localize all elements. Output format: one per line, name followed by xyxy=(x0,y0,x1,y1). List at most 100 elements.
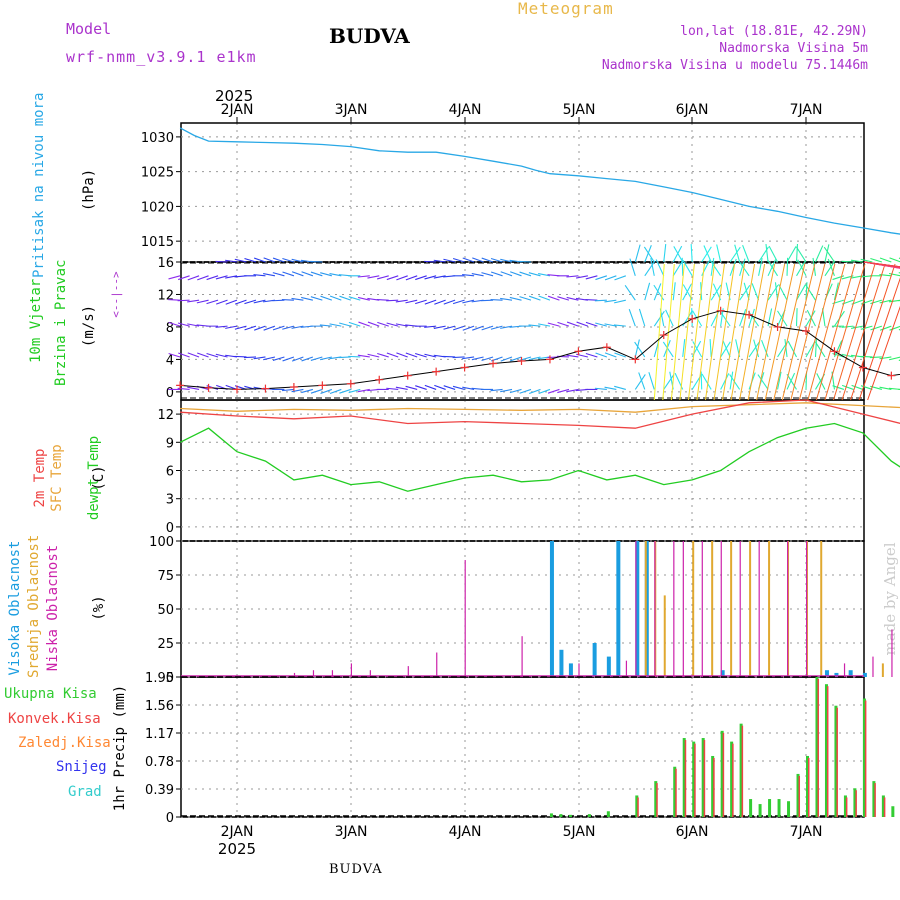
wind-arrow xyxy=(357,275,370,278)
sfc-temp-line xyxy=(180,402,900,413)
precip-total-bar xyxy=(824,684,828,817)
wind-arrow xyxy=(655,259,665,277)
wind-fan-line xyxy=(739,263,766,401)
wind-arrow xyxy=(538,273,551,277)
wind-arrow xyxy=(519,388,532,394)
wind-fan-line xyxy=(773,263,806,401)
wind-arrow xyxy=(538,295,551,301)
meteogram-label: Meteogram xyxy=(518,0,614,18)
wind-arrow xyxy=(291,271,304,277)
wind-arrow xyxy=(595,322,607,327)
wind-arrow xyxy=(358,321,370,327)
wind-arrow xyxy=(638,372,646,390)
cloud-bar xyxy=(606,656,611,677)
wind-arrow xyxy=(253,257,266,263)
wind-arrow xyxy=(197,275,209,281)
wind-fan-line xyxy=(841,263,886,401)
wind-arrow xyxy=(729,371,734,390)
bottom-year-label: 2025 xyxy=(218,840,256,858)
precip-total-bar xyxy=(654,781,658,817)
wind-arrow xyxy=(729,258,737,276)
wind-arrow xyxy=(547,295,560,301)
wind-arrow xyxy=(471,356,484,361)
ytick-label: 8 xyxy=(166,321,174,336)
wind-arrow xyxy=(405,299,418,304)
precip-total-bar xyxy=(815,677,819,817)
wind-arrow xyxy=(879,356,892,360)
ytick-label: 75 xyxy=(157,569,174,584)
wind-arrow xyxy=(604,323,617,327)
wind-fan-line xyxy=(653,263,665,401)
wind-arrow xyxy=(253,299,266,304)
wind-arrow xyxy=(443,325,456,330)
wind-arrow xyxy=(634,339,640,358)
wind-arrow xyxy=(367,353,380,358)
wind-arrow xyxy=(367,275,380,279)
wind-arrow xyxy=(557,321,570,327)
wind-arrow xyxy=(348,321,361,327)
model-name: wrf-nmm_v3.9.1 e1km xyxy=(66,48,257,66)
wind-arrow xyxy=(748,341,760,358)
wind-arrow xyxy=(178,352,190,358)
wind-arrow xyxy=(767,260,779,277)
precip-conv-bar xyxy=(722,732,725,817)
wind-arrow xyxy=(510,271,522,277)
wind-arrow xyxy=(644,245,652,263)
precip-total-bar xyxy=(682,738,686,817)
wind-fan-line xyxy=(850,263,896,401)
wind-arrow xyxy=(348,296,361,301)
wind-arrow xyxy=(310,260,323,263)
wind-fan-line xyxy=(679,263,695,401)
ytick-label: 0 xyxy=(166,671,174,686)
cloud-bar xyxy=(720,541,722,677)
wind-arrow xyxy=(395,386,408,390)
wind-arrow xyxy=(500,388,513,393)
wind-arrow xyxy=(710,260,722,277)
wind-arrow xyxy=(634,374,646,390)
wind-fan-line xyxy=(687,263,705,401)
wind-arrow xyxy=(851,384,864,390)
legend-snow: Snijeg xyxy=(56,759,107,775)
wind-gust-marker xyxy=(659,331,668,340)
precip-conv-bar xyxy=(817,679,819,817)
cloud-bar xyxy=(312,670,315,677)
wind-arrow xyxy=(566,388,579,393)
precip-total-bar xyxy=(701,738,705,817)
wind-arrow xyxy=(310,296,323,301)
wind-arrow xyxy=(500,258,513,263)
wind-arrow xyxy=(703,245,712,263)
wind-gust-marker xyxy=(773,322,782,331)
model-label: Model xyxy=(66,20,112,38)
cloud-bar xyxy=(568,663,573,677)
wind-arrow xyxy=(509,388,522,394)
wind-arrow xyxy=(291,356,304,362)
wind-arrow xyxy=(795,308,798,327)
wind-gust-marker xyxy=(688,314,697,323)
wind-arrow xyxy=(824,244,830,263)
top-day-label: 2JAN xyxy=(221,102,254,118)
wind-arrow xyxy=(481,299,494,302)
wind-arrow xyxy=(739,309,747,327)
lonlat-label: lon,lat (18.81E, 42.29N) xyxy=(680,24,868,39)
cloud-bar xyxy=(559,649,564,677)
wind-arrow xyxy=(787,340,798,358)
wind-arrow xyxy=(528,356,541,361)
precip-conv-bar xyxy=(798,775,801,817)
wind-arrow xyxy=(722,340,731,358)
wind-arrow xyxy=(634,244,641,263)
wind-gust-marker xyxy=(176,381,185,390)
wind-arrow xyxy=(796,260,807,277)
wind-arrow xyxy=(490,325,503,330)
precip-conv-bar xyxy=(826,686,829,817)
ytick-label: 1030 xyxy=(141,131,174,146)
wind-arrow xyxy=(841,325,854,328)
wind-arrow xyxy=(519,296,532,301)
wind-arrow xyxy=(604,386,617,390)
wind-arrow xyxy=(395,323,408,327)
wind-arrow xyxy=(860,258,873,263)
precip-conv-bar xyxy=(845,797,848,817)
wind-arrow xyxy=(765,244,769,263)
wind-arrow xyxy=(187,299,200,303)
wind-arrow xyxy=(462,356,475,360)
